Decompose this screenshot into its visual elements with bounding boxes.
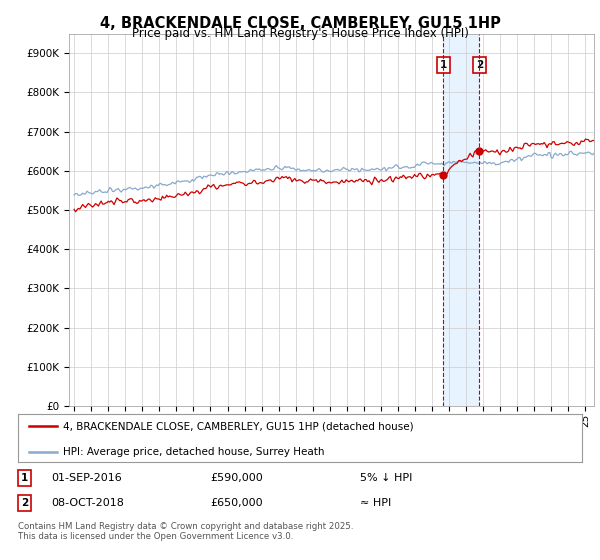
Text: 5% ↓ HPI: 5% ↓ HPI <box>360 473 412 483</box>
Text: 4, BRACKENDALE CLOSE, CAMBERLEY, GU15 1HP (detached house): 4, BRACKENDALE CLOSE, CAMBERLEY, GU15 1H… <box>63 421 414 431</box>
Text: ≈ HPI: ≈ HPI <box>360 498 391 508</box>
Text: 1: 1 <box>440 60 447 70</box>
Text: 2: 2 <box>476 60 483 70</box>
Text: £650,000: £650,000 <box>210 498 263 508</box>
Text: £590,000: £590,000 <box>210 473 263 483</box>
Text: 01-SEP-2016: 01-SEP-2016 <box>51 473 122 483</box>
Text: Price paid vs. HM Land Registry's House Price Index (HPI): Price paid vs. HM Land Registry's House … <box>131 27 469 40</box>
Text: Contains HM Land Registry data © Crown copyright and database right 2025.
This d: Contains HM Land Registry data © Crown c… <box>18 522 353 542</box>
Text: 1: 1 <box>21 473 28 483</box>
Text: 08-OCT-2018: 08-OCT-2018 <box>51 498 124 508</box>
Text: 4, BRACKENDALE CLOSE, CAMBERLEY, GU15 1HP: 4, BRACKENDALE CLOSE, CAMBERLEY, GU15 1H… <box>100 16 500 31</box>
Bar <box>443 34 479 406</box>
Text: 2: 2 <box>21 498 28 508</box>
Text: HPI: Average price, detached house, Surrey Heath: HPI: Average price, detached house, Surr… <box>63 446 325 456</box>
